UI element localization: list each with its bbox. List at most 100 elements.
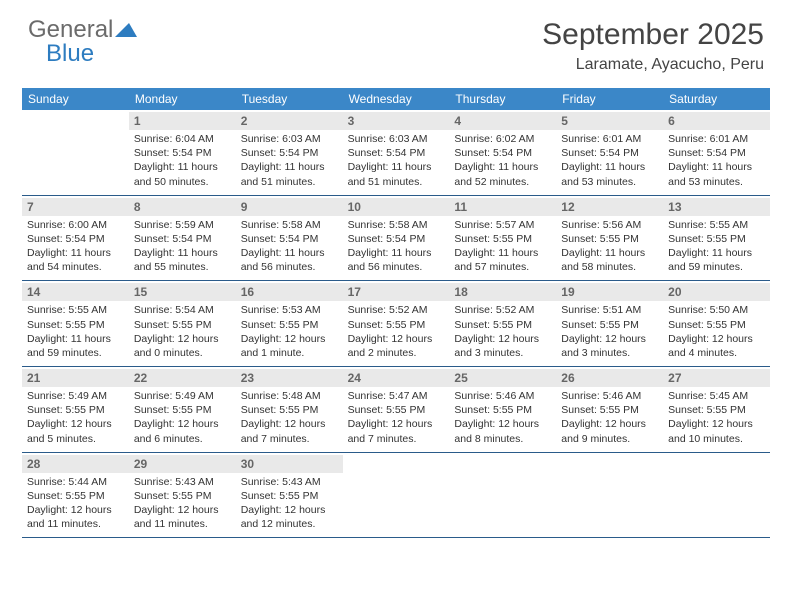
day-detail: Sunrise: 5:51 AMSunset: 5:55 PMDaylight:…	[561, 303, 658, 360]
day-cell: 16 Sunrise: 5:53 AMSunset: 5:55 PMDayligh…	[236, 281, 343, 366]
day-cell: 19 Sunrise: 5:51 AMSunset: 5:55 PMDayligh…	[556, 281, 663, 366]
daynum-band: 12	[556, 198, 663, 216]
day-cell: 2Sunrise: 6:03 AMSunset: 5:54 PMDaylight…	[236, 110, 343, 195]
day-detail: Sunrise: 5:49 AMSunset: 5:55 PMDaylight:…	[27, 389, 124, 446]
day-number: 19	[561, 285, 658, 299]
day-cell	[343, 453, 450, 538]
day-number: 21	[27, 371, 124, 385]
daynum-band: 8	[129, 198, 236, 216]
day-cell: 18Sunrise: 5:52 AMSunset: 5:55 PMDayligh…	[449, 281, 556, 366]
day-cell: 29Sunrise: 5:43 AMSunset: 5:55 PMDayligh…	[129, 453, 236, 538]
day-number: 4	[454, 114, 551, 128]
day-detail: Sunrise: 6:02 AMSunset: 5:54 PMDaylight:…	[454, 132, 551, 189]
daynum-band: 11	[449, 198, 556, 216]
day-cell: 23 Sunrise: 5:48 AMSunset: 5:55 PMDayligh…	[236, 367, 343, 452]
day-number: 6	[668, 114, 765, 128]
daynum-band: 23	[236, 369, 343, 387]
header: General Blue September 2025 Laramate, Ay…	[0, 0, 792, 82]
day-number: 13	[668, 200, 765, 214]
day-cell: 30 Sunrise: 5:43 AMSunset: 5:55 PMDayligh…	[236, 453, 343, 538]
day-cell: 22 Sunrise: 5:49 AMSunset: 5:55 PMDayligh…	[129, 367, 236, 452]
day-cell: 6 Sunrise: 6:01 AMSunset: 5:54 PMDaylight…	[663, 110, 770, 195]
day-cell	[663, 453, 770, 538]
daynum-band: 30	[236, 455, 343, 473]
day-number: 9	[241, 200, 338, 214]
daynum-band: 10	[343, 198, 450, 216]
daynum-band: 25	[449, 369, 556, 387]
day-detail: Sunrise: 6:04 AMSunset: 5:54 PMDaylight:…	[134, 132, 231, 189]
day-detail: Sunrise: 5:57 AMSunset: 5:55 PMDaylight:…	[454, 218, 551, 275]
day-cell: 9 Sunrise: 5:58 AMSunset: 5:54 PMDaylight…	[236, 196, 343, 281]
day-detail: Sunrise: 5:48 AMSunset: 5:55 PMDaylight:…	[241, 389, 338, 446]
day-detail: Sunrise: 5:44 AMSunset: 5:55 PMDaylight:…	[27, 475, 124, 532]
week-row: 14Sunrise: 5:55 AMSunset: 5:55 PMDayligh…	[22, 281, 770, 367]
calendar-weeks: 1 Sunrise: 6:04 AMSunset: 5:54 PMDaylight…	[22, 110, 770, 538]
day-number: 16	[241, 285, 338, 299]
day-detail: Sunrise: 5:53 AMSunset: 5:55 PMDaylight:…	[241, 303, 338, 360]
daynum-band: 4	[449, 112, 556, 130]
day-cell: 27Sunrise: 5:45 AMSunset: 5:55 PMDayligh…	[663, 367, 770, 452]
daynum-band: 9	[236, 198, 343, 216]
logo-word1: General	[28, 18, 113, 42]
daynum-band: 14	[22, 283, 129, 301]
day-number: 26	[561, 371, 658, 385]
day-cell	[449, 453, 556, 538]
day-header: Sunday	[22, 88, 129, 110]
calendar: SundayMondayTuesdayWednesdayThursdayFrid…	[22, 88, 770, 538]
day-number: 15	[134, 285, 231, 299]
day-cell: 5Sunrise: 6:01 AMSunset: 5:54 PMDaylight…	[556, 110, 663, 195]
day-detail: Sunrise: 5:58 AMSunset: 5:54 PMDaylight:…	[241, 218, 338, 275]
day-number: 28	[27, 457, 124, 471]
day-cell: 28 Sunrise: 5:44 AMSunset: 5:55 PMDayligh…	[22, 453, 129, 538]
week-row: 28 Sunrise: 5:44 AMSunset: 5:55 PMDayligh…	[22, 453, 770, 539]
day-cell: 20Sunrise: 5:50 AMSunset: 5:55 PMDayligh…	[663, 281, 770, 366]
week-row: 21 Sunrise: 5:49 AMSunset: 5:55 PMDayligh…	[22, 367, 770, 453]
day-number: 22	[134, 371, 231, 385]
day-detail: Sunrise: 6:03 AMSunset: 5:54 PMDaylight:…	[348, 132, 445, 189]
daynum-band: 17	[343, 283, 450, 301]
day-detail: Sunrise: 5:43 AMSunset: 5:55 PMDaylight:…	[241, 475, 338, 532]
day-header-row: SundayMondayTuesdayWednesdayThursdayFrid…	[22, 88, 770, 110]
logo-word2: Blue	[46, 42, 137, 66]
day-detail: Sunrise: 5:54 AMSunset: 5:55 PMDaylight:…	[134, 303, 231, 360]
day-detail: Sunrise: 5:49 AMSunset: 5:55 PMDaylight:…	[134, 389, 231, 446]
daynum-band: 20	[663, 283, 770, 301]
day-detail: Sunrise: 5:55 AMSunset: 5:55 PMDaylight:…	[668, 218, 765, 275]
day-number: 5	[561, 114, 658, 128]
day-number: 30	[241, 457, 338, 471]
day-header: Monday	[129, 88, 236, 110]
day-cell: 26 Sunrise: 5:46 AMSunset: 5:55 PMDayligh…	[556, 367, 663, 452]
day-cell: 11 Sunrise: 5:57 AMSunset: 5:55 PMDayligh…	[449, 196, 556, 281]
day-detail: Sunrise: 5:56 AMSunset: 5:55 PMDaylight:…	[561, 218, 658, 275]
day-cell: 13 Sunrise: 5:55 AMSunset: 5:55 PMDayligh…	[663, 196, 770, 281]
day-number: 17	[348, 285, 445, 299]
day-cell: 4 Sunrise: 6:02 AMSunset: 5:54 PMDaylight…	[449, 110, 556, 195]
day-number: 10	[348, 200, 445, 214]
title-block: September 2025 Laramate, Ayacucho, Peru	[542, 18, 764, 74]
day-detail: Sunrise: 5:45 AMSunset: 5:55 PMDaylight:…	[668, 389, 765, 446]
daynum-band: 1	[129, 112, 236, 130]
day-detail: Sunrise: 5:46 AMSunset: 5:55 PMDaylight:…	[561, 389, 658, 446]
day-cell: 3 Sunrise: 6:03 AMSunset: 5:54 PMDaylight…	[343, 110, 450, 195]
daynum-band: 3	[343, 112, 450, 130]
day-cell: 7Sunrise: 6:00 AMSunset: 5:54 PMDaylight…	[22, 196, 129, 281]
day-header: Wednesday	[343, 88, 450, 110]
week-row: 7Sunrise: 6:00 AMSunset: 5:54 PMDaylight…	[22, 196, 770, 282]
day-detail: Sunrise: 5:59 AMSunset: 5:54 PMDaylight:…	[134, 218, 231, 275]
daynum-band: 2	[236, 112, 343, 130]
daynum-band: 22	[129, 369, 236, 387]
day-header: Friday	[556, 88, 663, 110]
daynum-band: 6	[663, 112, 770, 130]
day-header: Tuesday	[236, 88, 343, 110]
day-cell: 21 Sunrise: 5:49 AMSunset: 5:55 PMDayligh…	[22, 367, 129, 452]
location: Laramate, Ayacucho, Peru	[542, 56, 764, 74]
day-cell: 15 Sunrise: 5:54 AMSunset: 5:55 PMDayligh…	[129, 281, 236, 366]
day-number: 2	[241, 114, 338, 128]
day-number: 14	[27, 285, 124, 299]
day-number: 18	[454, 285, 551, 299]
daynum-band: 16	[236, 283, 343, 301]
logo: General Blue	[28, 18, 137, 66]
day-detail: Sunrise: 6:01 AMSunset: 5:54 PMDaylight:…	[668, 132, 765, 189]
day-detail: Sunrise: 5:52 AMSunset: 5:55 PMDaylight:…	[348, 303, 445, 360]
logo-triangle-icon	[115, 18, 137, 42]
